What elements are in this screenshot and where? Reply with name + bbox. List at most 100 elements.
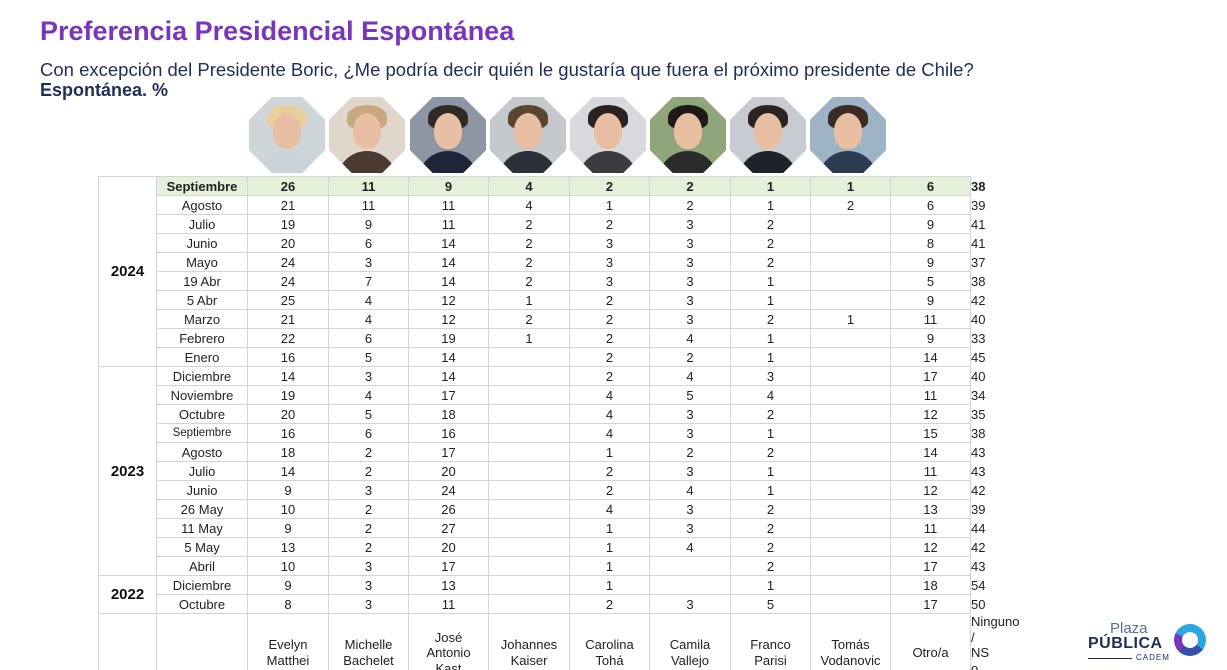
candidate-name-line: Otro/a <box>912 645 949 660</box>
value-cell: 1 <box>569 195 650 215</box>
value-cell: 3 <box>649 518 731 538</box>
value-cell: 2 <box>488 271 570 291</box>
value-cell: 14 <box>247 366 329 386</box>
value-cell: 2 <box>488 233 570 253</box>
value-cell: 1 <box>569 537 650 557</box>
value-cell: 2 <box>730 252 811 272</box>
period-label: Agosto <box>156 195 248 215</box>
period-label: Septiembre <box>156 176 248 196</box>
value-cell: 4 <box>488 195 570 215</box>
question-type: Espontánea. % <box>40 80 169 100</box>
year-label: 2024 <box>98 176 157 367</box>
value-cell <box>810 214 891 234</box>
table-row: 26 May 10 2 26 4 3 2 13 39 <box>99 499 985 519</box>
value-cell: 6 <box>890 195 971 215</box>
franco-parisi-photo-icon <box>730 97 806 173</box>
value-cell: 14 <box>408 271 489 291</box>
value-cell: 26 <box>408 499 489 519</box>
value-cell <box>488 575 570 595</box>
candidate-name-line: Vallejo <box>670 652 710 668</box>
value-cell: 9 <box>890 252 971 272</box>
value-cell: 1 <box>488 290 570 310</box>
candidate-name: Franco Parisi <box>730 613 811 670</box>
period-label: Febrero <box>156 328 248 348</box>
value-cell: 1 <box>569 556 650 576</box>
table-row: Agosto 21 11 11 4 1 2 1 2 6 39 <box>99 195 985 215</box>
value-cell: 20 <box>408 461 489 481</box>
value-cell: 1 <box>730 271 811 291</box>
table-row: Octubre 20 5 18 4 3 2 12 35 <box>99 404 985 424</box>
value-cell <box>649 575 731 595</box>
table-row: 11 May 9 2 27 1 3 2 11 44 <box>99 518 985 538</box>
table-row: Junio 20 6 14 2 3 3 2 8 41 <box>99 233 985 253</box>
value-cell: 11 <box>890 461 971 481</box>
candidate-names-row: Evelyn Matthei Michelle Bachelet José Antonio… <box>98 613 1019 670</box>
value-cell: 21 <box>247 309 329 329</box>
value-cell: 3 <box>328 366 409 386</box>
value-cell: 3 <box>328 480 409 500</box>
value-cell: 1 <box>730 423 811 443</box>
value-cell: 14 <box>408 347 489 367</box>
evelyn-matthei-photo-icon <box>249 97 325 173</box>
value-cell: 3 <box>569 252 650 272</box>
candidate-name: Michelle Bachelet <box>328 613 409 670</box>
value-cell <box>810 518 891 538</box>
value-cell: 1 <box>569 442 650 462</box>
value-cell: 27 <box>408 518 489 538</box>
value-cell: 9 <box>328 214 409 234</box>
value-cell: 11 <box>408 195 489 215</box>
period-label: Septiembre <box>156 423 248 443</box>
logo-publica-text: PÚBLICA <box>1088 635 1163 652</box>
value-cell <box>810 404 891 424</box>
tomas-vodanovic-photo-icon <box>810 97 886 173</box>
value-cell: 17 <box>890 594 971 614</box>
value-cell: 2 <box>569 366 650 386</box>
table-row: Junio 9 3 24 2 4 1 12 42 <box>99 480 985 500</box>
value-cell: 5 <box>328 404 409 424</box>
value-cell: 4 <box>649 537 731 557</box>
value-cell: 3 <box>649 271 731 291</box>
value-cell: 4 <box>328 290 409 310</box>
value-cell: 4 <box>569 404 650 424</box>
value-cell: 2 <box>569 290 650 310</box>
table-row: Agosto 18 2 17 1 2 2 14 43 <box>99 442 985 462</box>
value-cell: 2 <box>730 518 811 538</box>
candidate-name-line: Tomás <box>831 637 870 653</box>
value-cell <box>488 347 570 367</box>
value-cell: 3 <box>649 423 731 443</box>
value-cell: 10 <box>247 556 329 576</box>
value-cell: 11 <box>890 518 971 538</box>
table-row: Enero 16 5 14 2 2 1 14 45 <box>99 347 985 367</box>
value-cell: 19 <box>247 214 329 234</box>
period-label: Julio <box>156 461 248 481</box>
value-cell <box>488 556 570 576</box>
value-cell: 4 <box>569 385 650 405</box>
candidate-name-line: Michelle <box>344 637 393 653</box>
table-row: Febrero 22 6 19 1 2 4 1 9 33 <box>99 328 985 348</box>
value-cell: 5 <box>890 271 971 291</box>
value-cell: 2 <box>569 176 650 196</box>
value-cell: 8 <box>247 594 329 614</box>
value-cell: 16 <box>247 347 329 367</box>
value-cell <box>488 404 570 424</box>
value-cell: 2 <box>649 195 731 215</box>
value-cell: 3 <box>649 404 731 424</box>
candidate-photos <box>0 97 1227 177</box>
value-cell: 3 <box>649 252 731 272</box>
value-cell: 12 <box>890 537 971 557</box>
value-cell: 2 <box>569 594 650 614</box>
value-cell: 4 <box>488 176 570 196</box>
value-cell: 9 <box>890 328 971 348</box>
value-cell: 1 <box>730 176 811 196</box>
candidate-name-line: José <box>434 629 463 645</box>
year-label: 2022 <box>98 575 157 614</box>
value-cell: 2 <box>569 480 650 500</box>
period-label: Octubre <box>156 404 248 424</box>
value-cell: 24 <box>247 271 329 291</box>
period-label: 19 Abr <box>156 271 248 291</box>
value-cell: 17 <box>408 442 489 462</box>
value-cell: 4 <box>649 366 731 386</box>
value-cell <box>810 537 891 557</box>
camila-vallejo-photo-icon <box>650 97 726 173</box>
value-cell: 4 <box>328 385 409 405</box>
